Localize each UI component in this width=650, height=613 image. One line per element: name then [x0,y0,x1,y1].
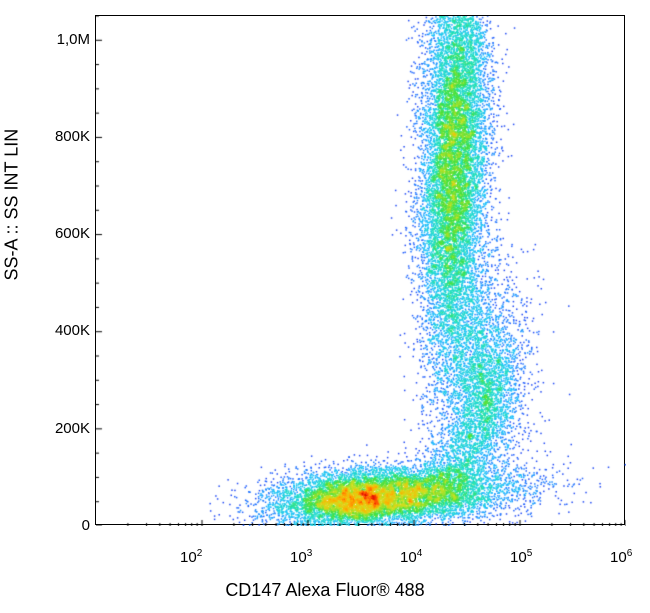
x-tick-4: 104 [400,548,422,566]
plot-area [95,15,625,525]
density-canvas [96,16,626,526]
x-tick-6: 106 [610,548,632,566]
y-tick-200k: 200K [40,420,90,437]
y-tick-600k: 600K [40,225,90,242]
x-tick-2: 102 [180,548,202,566]
y-tick-1m: 1,0M [40,31,90,48]
y-tick-0: 0 [40,517,90,534]
y-tick-800k: 800K [40,128,90,145]
x-tick-5: 105 [510,548,532,566]
y-axis-label: SS-A :: SS INT LIN [2,129,23,281]
flow-cytometry-chart: SS-A :: SS INT LIN CD147 Alexa Fluor® 48… [0,0,650,613]
y-tick-400k: 400K [40,322,90,339]
x-tick-3: 103 [290,548,312,566]
x-axis-label: CD147 Alexa Fluor® 488 [0,580,650,601]
